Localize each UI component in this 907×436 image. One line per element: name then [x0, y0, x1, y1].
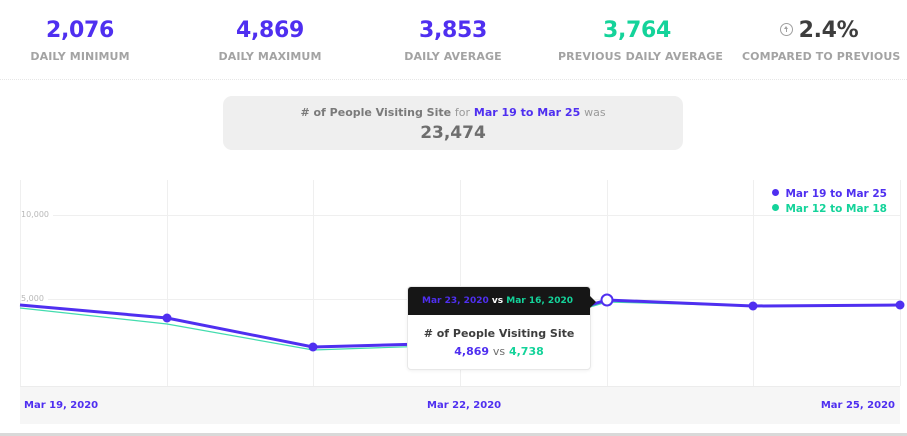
period-total-summary: # of People Visiting Site for Mar 19 to … — [223, 96, 683, 150]
stat-daily-average: 3,853 DAILY AVERAGE — [400, 17, 506, 65]
tooltip-caret — [590, 296, 596, 308]
stat-label: PREVIOUS DAILY AVERAGE — [558, 50, 724, 63]
chart-legend: Mar 19 to Mar 25 Mar 12 to Mar 18 — [772, 187, 887, 217]
stat-compared-to-previous: 2.4% COMPARED TO PREVIOUS — [742, 17, 901, 65]
stat-label: DAILY AVERAGE — [404, 50, 502, 63]
x-axis: Mar 19, 2020 Mar 22, 2020 Mar 25, 2020 — [20, 386, 900, 424]
tooltip-vs: vs — [491, 296, 504, 306]
summary-description: # of People Visiting Site for Mar 19 to … — [223, 106, 683, 119]
summary-metric: # of People Visiting Site — [300, 106, 452, 119]
summary-for-word: for — [454, 106, 471, 119]
bottom-divider — [0, 433, 907, 436]
legend-item-previous[interactable]: Mar 12 to Mar 18 — [772, 202, 887, 217]
stat-label: DAILY MAXIMUM — [218, 50, 322, 63]
summary-range: Mar 19 to Mar 25 — [473, 106, 581, 119]
y-tick-10000: 10,000 — [21, 210, 53, 219]
stat-previous-daily-average: 3,764 PREVIOUS DAILY AVERAGE — [558, 17, 724, 65]
x-tick-label: Mar 19, 2020 — [24, 400, 99, 411]
arrow-up-circle-icon — [779, 22, 793, 36]
x-tick-label: Mar 25, 2020 — [820, 400, 895, 411]
stat-value: 3,853 — [418, 18, 488, 43]
chart-tooltip: Mar 23, 2020 vs Mar 16, 2020 # of People… — [407, 286, 596, 370]
stat-value: 2.4% — [742, 17, 896, 45]
tooltip-value-current: 4,869 — [454, 345, 490, 358]
stat-value: 3,764 — [602, 18, 672, 43]
stat-daily-minimum: 2,076 DAILY MINIMUM — [30, 17, 130, 65]
series-current-points — [162, 300, 905, 352]
tooltip-date-previous: Mar 16, 2020 — [506, 296, 573, 306]
tooltip-values: 4,869 vs 4,738 — [408, 345, 590, 358]
y-tick-5000: 5,000 — [21, 294, 48, 303]
summary-stats-bar: 2,076 DAILY MINIMUM 4,869 DAILY MAXIMUM … — [0, 0, 907, 80]
legend-item-current[interactable]: Mar 19 to Mar 25 — [772, 187, 887, 202]
stat-percent: 2.4% — [798, 18, 859, 43]
legend-label: Mar 12 to Mar 18 — [785, 203, 887, 215]
legend-dot-icon — [772, 204, 780, 211]
highlighted-point — [600, 293, 614, 307]
x-tick-label: Mar 22, 2020 — [427, 400, 502, 411]
summary-was-word: was — [584, 106, 606, 119]
line-chart[interactable]: 10,000 5,000 Mar 19 to Mar 25 Mar 12 to … — [0, 170, 907, 436]
stat-daily-maximum: 4,869 DAILY MAXIMUM — [215, 17, 325, 65]
legend-dot-icon — [772, 189, 780, 196]
stat-value: 2,076 — [45, 18, 115, 43]
legend-label: Mar 19 to Mar 25 — [785, 188, 887, 200]
tooltip-header: Mar 23, 2020 vs Mar 16, 2020 — [408, 287, 590, 315]
stat-label: DAILY MINIMUM — [30, 50, 130, 63]
summary-total: 23,474 — [420, 123, 486, 143]
stat-value: 4,869 — [235, 18, 305, 43]
stat-label: COMPARED TO PREVIOUS — [742, 50, 901, 63]
tooltip-body: # of People Visiting Site 4,869 vs 4,738 — [408, 315, 590, 358]
tooltip-date-current: Mar 23, 2020 — [422, 296, 489, 306]
tooltip-metric: # of People Visiting Site — [423, 327, 575, 340]
vertical-gridlines — [20, 180, 901, 386]
tooltip-vs: vs — [492, 345, 506, 358]
tooltip-value-previous: 4,738 — [508, 345, 544, 358]
